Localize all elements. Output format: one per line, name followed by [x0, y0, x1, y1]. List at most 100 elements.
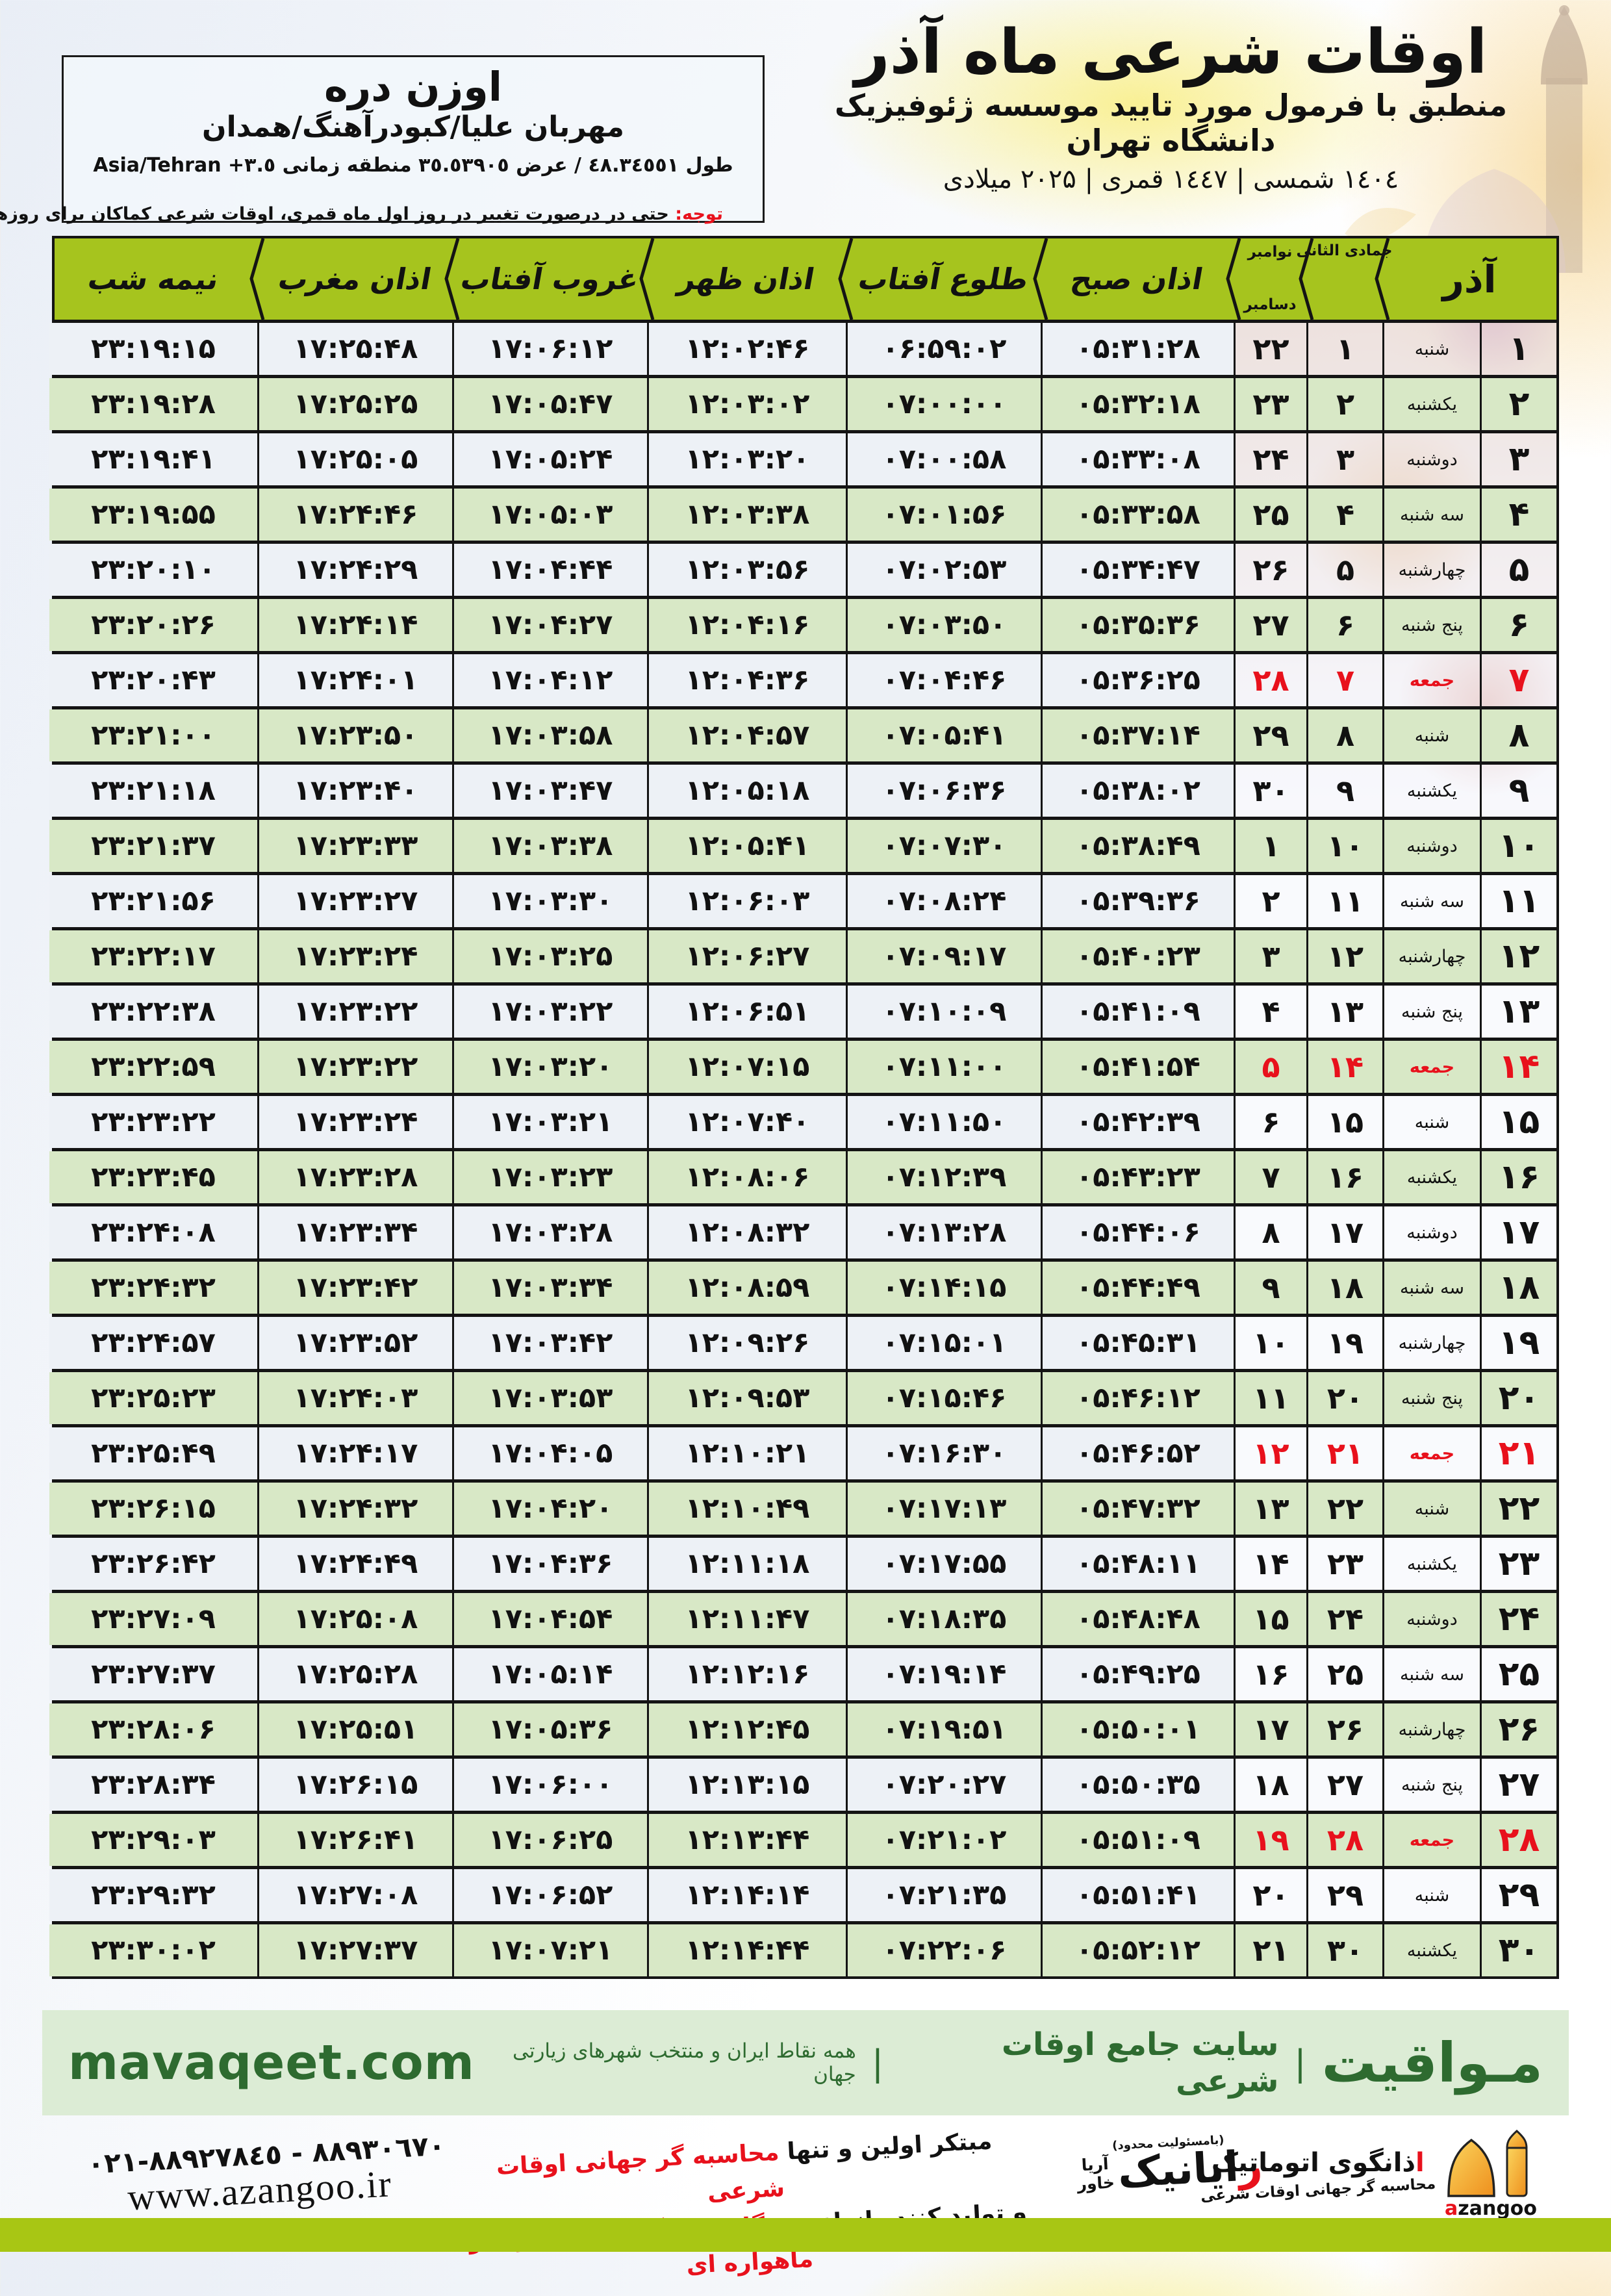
- weekday-cell: یکشنبه: [1382, 765, 1480, 817]
- weekday-cell: پنج شنبه: [1382, 599, 1480, 651]
- midnight-time-cell: ۲۳:۲۳:۴۵: [49, 1151, 257, 1203]
- sunset-time-cell: ۱۷:۰۳:۲۲: [452, 986, 647, 1038]
- gregorian-day-cell: ۷: [1234, 1151, 1306, 1203]
- maghrib-time-cell: ۱۷:۲۳:۲۴: [257, 1096, 452, 1148]
- midnight-time-cell: ۲۳:۲۶:۱۵: [49, 1483, 257, 1535]
- header-divider: [249, 238, 265, 320]
- midnight-time-cell: ۲۳:۲۱:۰۰: [49, 709, 257, 761]
- table-row: ۱ شنبه ۱ ۲۲ ۰۵:۳۱:۲۸ ۰۶:۵۹:۰۲ ۱۲:۰۲:۴۶ ۱…: [49, 320, 1556, 375]
- sunset-time-cell: ۱۷:۰۳:۳۴: [452, 1262, 647, 1314]
- sunrise-time-cell: ۰۷:۰۸:۲۴: [846, 875, 1041, 927]
- weekday-cell: سه شنبه: [1382, 1262, 1480, 1314]
- dhuhr-time-cell: ۱۲:۱۱:۱۸: [647, 1538, 846, 1590]
- azar-day-cell: ۱۹: [1480, 1317, 1556, 1369]
- fajr-time-cell: ۰۵:۵۱:۴۱: [1041, 1869, 1234, 1921]
- jumada-day-cell: ۵: [1306, 544, 1382, 596]
- azar-day-cell: ۱۰: [1480, 820, 1556, 872]
- midnight-time-cell: ۲۳:۲۶:۴۲: [49, 1538, 257, 1590]
- table-row: ۱۲ چهارشنبه ۱۲ ۳ ۰۵:۴۰:۲۳ ۰۷:۰۹:۱۷ ۱۲:۰۶…: [49, 927, 1556, 982]
- dhuhr-time-cell: ۱۲:۰۳:۵۶: [647, 544, 846, 596]
- sunset-time-cell: ۱۷:۰۶:۱۲: [452, 323, 647, 375]
- fajr-time-cell: ۰۵:۴۶:۱۲: [1041, 1372, 1234, 1424]
- sunrise-time-cell: ۰۷:۱۱:۵۰: [846, 1096, 1041, 1148]
- page-title: اوقات شرعی ماه آذر: [854, 17, 1488, 88]
- weekday-cell: شنبه: [1382, 1869, 1480, 1921]
- jumada-day-cell: ۴: [1306, 489, 1382, 541]
- weekday-cell: شنبه: [1382, 1483, 1480, 1535]
- jumada-day-cell: ۲۱: [1306, 1427, 1382, 1479]
- gregorian-day-cell: ۱۱: [1234, 1372, 1306, 1424]
- gregorian-day-cell: ۲۹: [1234, 709, 1306, 761]
- column-header-sunrise: طلوع آفتاب: [855, 262, 1032, 296]
- azar-day-cell: ۶: [1480, 599, 1556, 651]
- banner-separator: |: [871, 2042, 884, 2084]
- sunrise-time-cell: ۰۷:۲۲:۰۶: [846, 1924, 1041, 1976]
- fajr-time-cell: ۰۵:۳۱:۲۸: [1041, 323, 1234, 375]
- table-row: ۲۷ پنج شنبه ۲۷ ۱۸ ۰۵:۵۰:۳۵ ۰۷:۲۰:۲۷ ۱۲:۱…: [49, 1755, 1556, 1811]
- fajr-time-cell: ۰۵:۴۲:۳۹: [1041, 1096, 1234, 1148]
- column-header-azar: آذر: [1442, 257, 1497, 301]
- fajr-time-cell: ۰۵:۳۶:۲۵: [1041, 654, 1234, 706]
- banner-tagline-1: سایت جامع اوقات شرعی: [1001, 2026, 1279, 2099]
- table-row: ۸ شنبه ۸ ۲۹ ۰۵:۳۷:۱۴ ۰۷:۰۵:۴۱ ۱۲:۰۴:۵۷ ۱…: [49, 706, 1556, 761]
- maghrib-time-cell: ۱۷:۲۷:۳۷: [257, 1924, 452, 1976]
- table-row: ۱۷ دوشنبه ۱۷ ۸ ۰۵:۴۴:۰۶ ۰۷:۱۳:۲۸ ۱۲:۰۸:۳…: [49, 1203, 1556, 1258]
- dhuhr-time-cell: ۱۲:۰۸:۳۲: [647, 1206, 846, 1258]
- maghrib-time-cell: ۱۷:۲۶:۱۵: [257, 1759, 452, 1811]
- fajr-time-cell: ۰۵:۴۷:۳۲: [1041, 1483, 1234, 1535]
- sunrise-time-cell: ۰۷:۲۱:۰۲: [846, 1814, 1041, 1866]
- mavaqeet-banner: مـواقیت | سایت جامع اوقات شرعی | همه نقا…: [42, 2010, 1569, 2115]
- maghrib-time-cell: ۱۷:۲۳:۲۲: [257, 986, 452, 1038]
- sunrise-time-cell: ۰۷:۰۱:۵۶: [846, 489, 1041, 541]
- sunset-time-cell: ۱۷:۰۵:۳۶: [452, 1703, 647, 1755]
- mavaqeet-url: mavaqeet.com: [68, 2035, 475, 2091]
- maghrib-time-cell: ۱۷:۲۳:۴۰: [257, 765, 452, 817]
- fajr-time-cell: ۰۵:۴۴:۰۶: [1041, 1206, 1234, 1258]
- table-row: ۱۰ دوشنبه ۱۰ ۱ ۰۵:۳۸:۴۹ ۰۷:۰۷:۳۰ ۱۲:۰۵:۴…: [49, 817, 1556, 872]
- jumada-day-cell: ۶: [1306, 599, 1382, 651]
- jumada-day-cell: ۲۷: [1306, 1759, 1382, 1811]
- gregorian-day-cell: ۱: [1234, 820, 1306, 872]
- azangoo-wordmark-latin: azangoo: [1445, 2197, 1538, 2220]
- maghrib-time-cell: ۱۷:۲۴:۱۴: [257, 599, 452, 651]
- sunrise-time-cell: ۰۷:۱۴:۱۵: [846, 1262, 1041, 1314]
- title-block: اوقات شرعی ماه آذر منطبق با فرمول مورد ت…: [783, 17, 1559, 195]
- fajr-time-cell: ۰۵:۴۰:۲۳: [1041, 930, 1234, 982]
- sunset-time-cell: ۱۷:۰۳:۲۳: [452, 1151, 647, 1203]
- fajr-time-cell: ۰۵:۳۳:۵۸: [1041, 489, 1234, 541]
- dhuhr-time-cell: ۱۲:۰۳:۰۲: [647, 378, 846, 430]
- weekday-cell: یکشنبه: [1382, 378, 1480, 430]
- table-row: ۱۴ جمعه ۱۴ ۵ ۰۵:۴۱:۵۴ ۰۷:۱۱:۰۰ ۱۲:۰۷:۱۵ …: [49, 1038, 1556, 1093]
- sunrise-time-cell: ۰۷:۱۰:۰۹: [846, 986, 1041, 1038]
- fajr-time-cell: ۰۵:۴۱:۵۴: [1041, 1041, 1234, 1093]
- fajr-time-cell: ۰۵:۳۳:۰۸: [1041, 433, 1234, 485]
- jumada-day-cell: ۲۸: [1306, 1814, 1382, 1866]
- maghrib-time-cell: ۱۷:۲۳:۳۴: [257, 1206, 452, 1258]
- maghrib-time-cell: ۱۷:۲۳:۳۳: [257, 820, 452, 872]
- footer-description: مبتکر اولین و تنها محاسبه گر جهانی اوقات…: [464, 2122, 1030, 2296]
- midnight-time-cell: ۲۳:۲۴:۵۷: [49, 1317, 257, 1369]
- gregorian-day-cell: ۲۳: [1234, 378, 1306, 430]
- weekday-cell: جمعه: [1382, 1427, 1480, 1479]
- jumada-day-cell: ۱۹: [1306, 1317, 1382, 1369]
- dhuhr-time-cell: ۱۲:۰۹:۵۳: [647, 1372, 846, 1424]
- fajr-time-cell: ۰۵:۵۰:۰۱: [1041, 1703, 1234, 1755]
- table-row: ۱۸ سه شنبه ۱۸ ۹ ۰۵:۴۴:۴۹ ۰۷:۱۴:۱۵ ۱۲:۰۸:…: [49, 1258, 1556, 1314]
- table-row: ۷ جمعه ۷ ۲۸ ۰۵:۳۶:۲۵ ۰۷:۰۴:۴۶ ۱۲:۰۴:۳۶ ۱…: [49, 651, 1556, 706]
- table-row: ۲۸ جمعه ۲۸ ۱۹ ۰۵:۵۱:۰۹ ۰۷:۲۱:۰۲ ۱۲:۱۳:۴۴…: [49, 1811, 1556, 1866]
- sunrise-time-cell: ۰۷:۲۱:۳۵: [846, 1869, 1041, 1921]
- note-text: حتی در درصورت تغییر در روز اول ماه قمری،…: [0, 204, 669, 224]
- jumada-day-cell: ۱۲: [1306, 930, 1382, 982]
- midnight-time-cell: ۲۳:۲۵:۴۹: [49, 1427, 257, 1479]
- jumada-day-cell: ۱۳: [1306, 986, 1382, 1038]
- gregorian-day-cell: ۱۲: [1234, 1427, 1306, 1479]
- maghrib-time-cell: ۱۷:۲۵:۵۱: [257, 1703, 452, 1755]
- jumada-day-cell: ۲۵: [1306, 1648, 1382, 1700]
- azar-day-cell: ۴: [1480, 489, 1556, 541]
- sunset-time-cell: ۱۷:۰۳:۳۸: [452, 820, 647, 872]
- header-divider: [1299, 238, 1314, 320]
- midnight-time-cell: ۲۳:۲۲:۳۸: [49, 986, 257, 1038]
- azangoo-wordmark-farsi: اذانگوی اتوماتیک: [1211, 2148, 1425, 2178]
- gregorian-day-cell: ۲۶: [1234, 544, 1306, 596]
- location-region: مهربان علیا/کبودرآهنگ/همدان: [202, 110, 624, 144]
